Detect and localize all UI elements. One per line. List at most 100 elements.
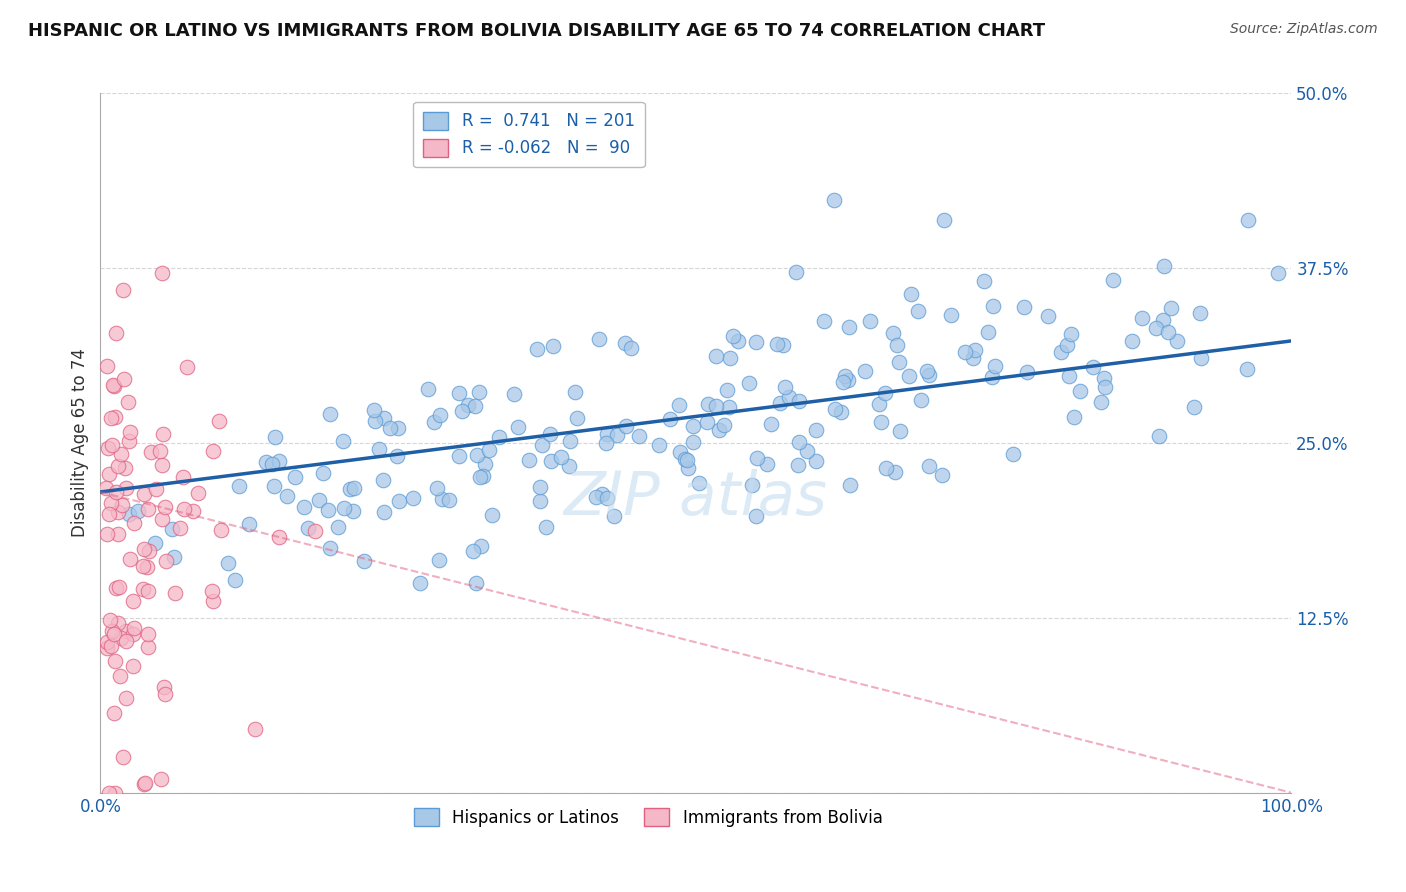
Point (373, 410, 395, 425)
Point (596, 427, 619, 442)
Point (1014, 300, 1036, 314)
Point (176, 360, 198, 375)
Point (243, 722, 266, 736)
Text: ZIP atlas: ZIP atlas (564, 469, 828, 528)
Point (100, 411, 122, 425)
Point (228, 478, 250, 492)
Point (437, 492, 460, 507)
Point (898, 368, 921, 383)
Point (830, 405, 852, 419)
Point (96, 640, 118, 655)
Point (723, 329, 745, 343)
Point (422, 415, 444, 429)
Point (343, 481, 366, 495)
Point (1015, 365, 1038, 379)
Point (741, 477, 763, 491)
Point (111, 750, 134, 764)
Point (308, 492, 330, 507)
Point (716, 383, 738, 397)
Point (707, 423, 730, 437)
Point (342, 504, 364, 518)
Point (606, 428, 628, 442)
Point (804, 454, 827, 468)
Point (208, 414, 231, 428)
Point (97, 507, 120, 521)
Point (132, 541, 155, 556)
Point (426, 481, 449, 495)
Point (603, 508, 626, 523)
Point (675, 453, 697, 467)
Point (97, 441, 120, 455)
Legend: Hispanics or Latinos, Immigrants from Bolivia: Hispanics or Latinos, Immigrants from Bo… (408, 801, 889, 833)
Point (373, 505, 395, 519)
Point (1094, 380, 1116, 394)
Point (149, 444, 172, 458)
Point (201, 584, 224, 599)
Point (127, 504, 149, 518)
Point (744, 335, 766, 350)
Point (115, 482, 138, 496)
Point (1094, 370, 1116, 384)
Point (503, 387, 526, 401)
Text: Source: ZipAtlas.com: Source: ZipAtlas.com (1230, 22, 1378, 37)
Point (104, 326, 127, 341)
Point (531, 438, 554, 452)
Point (468, 385, 491, 400)
Point (470, 539, 492, 553)
Point (765, 336, 787, 351)
Point (756, 457, 779, 471)
Point (697, 396, 720, 410)
Point (97, 786, 120, 800)
Point (107, 615, 129, 630)
Point (648, 438, 671, 452)
Point (1160, 301, 1182, 315)
Point (540, 454, 562, 468)
Point (745, 450, 768, 465)
Point (152, 427, 174, 442)
Point (787, 435, 810, 450)
Point (1189, 351, 1212, 366)
Point (103, 626, 125, 640)
Point (363, 403, 385, 417)
Point (704, 350, 727, 364)
Point (263, 430, 285, 444)
Point (263, 479, 285, 493)
Point (150, 266, 173, 280)
Point (1144, 320, 1167, 334)
Point (465, 575, 488, 590)
Point (591, 487, 613, 501)
Point (107, 505, 129, 519)
Point (136, 584, 159, 599)
Point (853, 364, 876, 378)
Point (717, 400, 740, 414)
Point (353, 554, 375, 568)
Point (682, 418, 704, 433)
Point (297, 520, 319, 534)
Point (238, 517, 260, 532)
Point (267, 530, 290, 544)
Point (153, 687, 176, 701)
Point (981, 370, 1004, 384)
Text: HISPANIC OR LATINO VS IMMIGRANTS FROM BOLIVIA DISABILITY AGE 65 TO 74 CORRELATIO: HISPANIC OR LATINO VS IMMIGRANTS FROM BO… (28, 22, 1045, 40)
Point (668, 397, 690, 411)
Point (145, 482, 167, 496)
Point (332, 434, 354, 449)
Point (659, 411, 682, 425)
Point (787, 458, 810, 472)
Point (889, 355, 911, 369)
Point (1132, 310, 1154, 325)
Point (973, 274, 995, 288)
Point (1182, 400, 1205, 414)
Point (595, 435, 617, 450)
Point (917, 364, 939, 378)
Point (103, 706, 125, 720)
Point (1236, 362, 1258, 376)
Point (676, 461, 699, 475)
Point (931, 468, 953, 483)
Point (1188, 305, 1211, 319)
Point (588, 332, 610, 346)
Point (111, 283, 134, 297)
Point (163, 549, 186, 564)
Point (136, 627, 159, 641)
Point (134, 776, 156, 790)
